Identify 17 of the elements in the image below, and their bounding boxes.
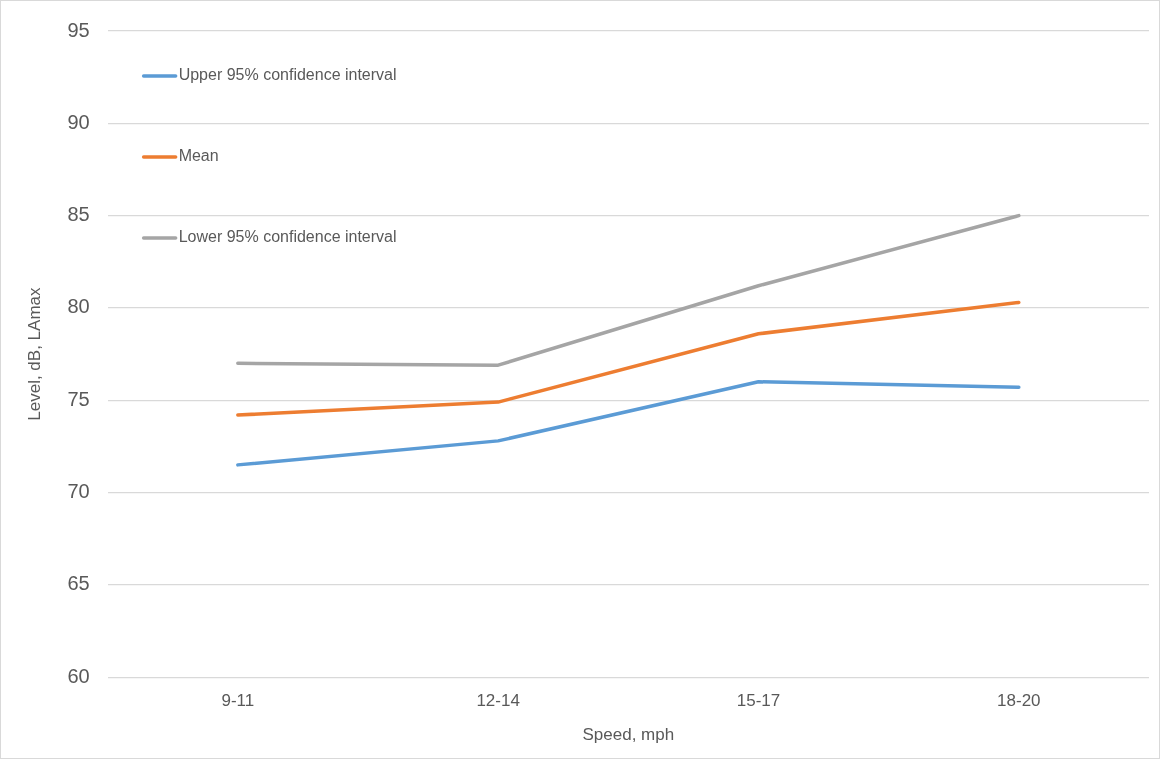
x-tick-label: 15-17 (736, 691, 781, 711)
y-tick-label: 60 (67, 664, 90, 687)
legend-label: Upper 95% confidence interval (178, 66, 397, 84)
y-axis-title: Level, dB, LAmax (24, 286, 44, 421)
x-tick-label: 9-11 (221, 691, 255, 711)
legend-label: Lower 95% confidence interval (178, 228, 397, 246)
x-axis-title: Speed, mph (582, 725, 675, 745)
y-tick-label: 90 (67, 110, 90, 133)
y-tick-label: 95 (67, 18, 90, 41)
y-tick-label: 80 (67, 295, 90, 318)
y-tick-label: 70 (67, 480, 90, 503)
y-tick-label: 65 (67, 572, 90, 595)
y-tick-label: 85 (67, 203, 90, 226)
x-tick-label: 12-14 (476, 691, 520, 711)
y-tick-label: 75 (67, 387, 90, 410)
x-tick-label: 18-20 (997, 691, 1041, 711)
legend-label: Mean (178, 147, 219, 165)
